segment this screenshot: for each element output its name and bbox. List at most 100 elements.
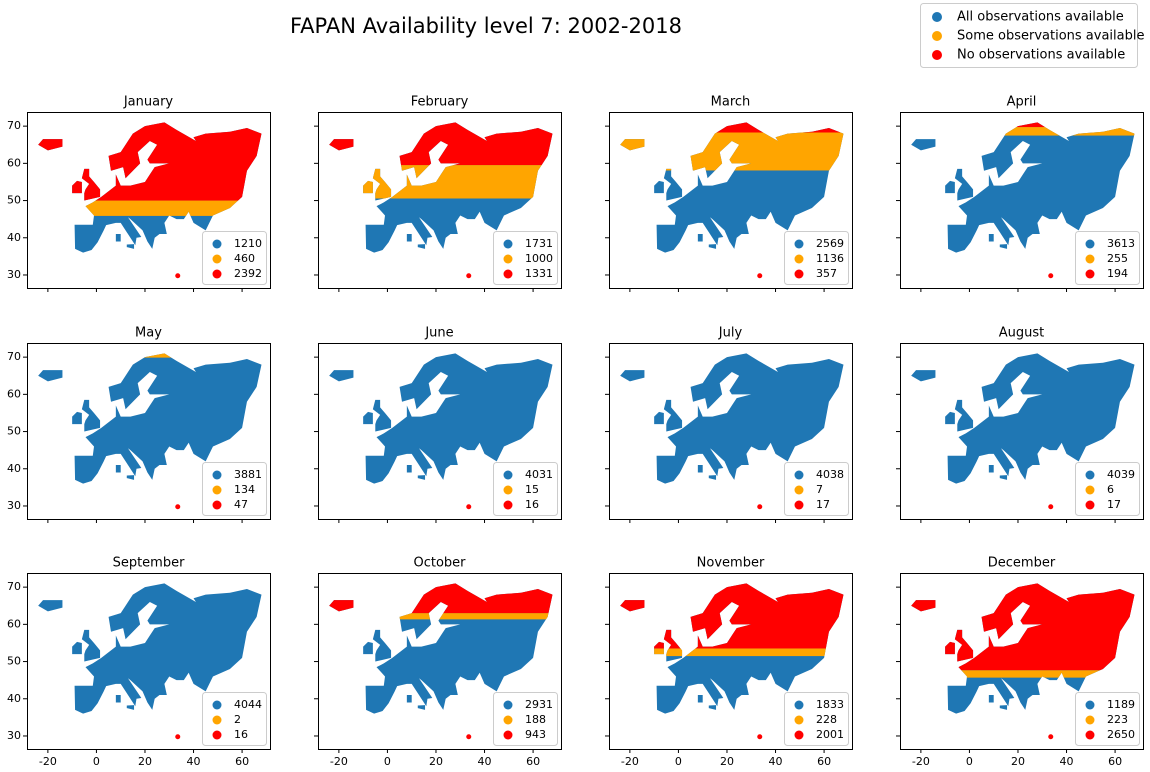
some-area [911,127,1135,136]
none-area [27,343,270,353]
legend-marker [794,470,804,480]
figure-title: FAPAN Availability level 7: 2002-2018 [290,14,682,38]
x-tick-label: 0 [93,755,100,768]
legend-count: 4038 [816,468,844,481]
axes-frame [318,573,562,750]
panel: November -20 0 20 40 60 1833 228 2001 [605,556,853,768]
none-area [329,122,553,166]
panel: June 4031 15 16 [314,326,562,523]
legend-marker [503,500,513,510]
none-area [38,122,262,201]
legend-marker [1085,239,1095,249]
legend-count: 1189 [1107,698,1135,711]
legend-marker [503,254,513,264]
legend-count: 2 [234,713,241,726]
legend-marker [932,12,942,22]
legend-count: 2001 [816,728,844,741]
legend-marker [212,485,222,495]
legend-marker [794,715,804,725]
some-area [329,613,553,620]
panel-title: February [411,95,469,110]
legend-count: 4031 [525,468,553,481]
x-tick-label: 20 [1011,755,1025,768]
legend-marker [212,239,222,249]
legend-marker [212,470,222,480]
none-area [609,343,852,352]
panel: August 4039 6 17 [896,326,1144,523]
x-tick-label: -20 [912,755,930,768]
x-tick-label: 60 [235,755,249,768]
y-tick-label: 60 [7,617,21,630]
panel: May 30 40 50 60 70 3881 134 47 [7,326,271,523]
x-tick-label: -20 [39,755,57,768]
legend-marker [794,269,804,279]
legend-marker [1085,269,1095,279]
panel: January 30 40 50 60 70 1210 460 2392 [7,95,271,292]
legend-count: 1331 [525,267,553,280]
legend-count: 2931 [525,698,553,711]
legend-count: 1210 [234,237,262,250]
legend-marker [503,239,513,249]
legend-marker [212,730,222,740]
axes-frame [609,112,853,289]
legend-count: 3881 [234,468,262,481]
legend-count: 16 [234,728,248,741]
none-area [620,583,844,649]
x-tick-label: 20 [720,755,734,768]
legend-marker [794,485,804,495]
island [466,734,472,740]
legend-count: 1833 [816,698,844,711]
panel-title: January [123,95,174,110]
legend-count: 1731 [525,237,553,250]
some-area [620,132,844,171]
x-tick-label: 40 [478,755,492,768]
legend-marker [794,254,804,264]
legend-count: 2569 [816,237,844,250]
panel: April 3613 255 194 [896,95,1144,292]
legend-marker [1085,470,1095,480]
x-tick-label: 60 [1108,755,1122,768]
legend-marker [212,269,222,279]
panel: March 2569 1136 357 [605,95,853,292]
legend-marker [1085,254,1095,264]
y-tick-label: 70 [7,580,21,593]
none-area [329,583,553,614]
legend-count: 47 [234,498,248,511]
panel-title: April [1007,95,1037,110]
legend-marker [1085,485,1095,495]
legend-count: 6 [1107,483,1114,496]
y-tick-label: 40 [7,462,21,475]
x-tick-label: 40 [1060,755,1074,768]
axes-frame [318,343,562,520]
legend-count: 15 [525,483,539,496]
axes-frame [27,112,271,289]
y-tick-label: 50 [7,655,21,668]
y-tick-label: 30 [7,499,21,512]
some-area [329,165,553,199]
legend-marker [1085,730,1095,740]
axes-frame [27,343,271,520]
some-area [620,648,844,657]
legend-marker [503,269,513,279]
legend-marker [932,50,942,60]
panel-title: March [711,95,751,110]
panel: October -20 0 20 40 60 2931 188 943 [314,556,562,768]
x-tick-label: 40 [769,755,783,768]
legend-count: 223 [1107,713,1128,726]
y-tick-label: 30 [7,729,21,742]
x-tick-label: 60 [817,755,831,768]
legend-marker [794,239,804,249]
y-tick-label: 40 [7,231,21,244]
legend-count: 1136 [816,252,844,265]
legend-count: 17 [1107,498,1121,511]
legend-label: All observations available [957,10,1124,25]
legend-marker [212,715,222,725]
legend-count: 2650 [1107,728,1135,741]
legend-count: 2392 [234,267,262,280]
legend-marker [794,500,804,510]
legend-marker [794,730,804,740]
legend-count: 194 [1107,267,1128,280]
legend-count: 943 [525,728,546,741]
legend-marker [212,500,222,510]
